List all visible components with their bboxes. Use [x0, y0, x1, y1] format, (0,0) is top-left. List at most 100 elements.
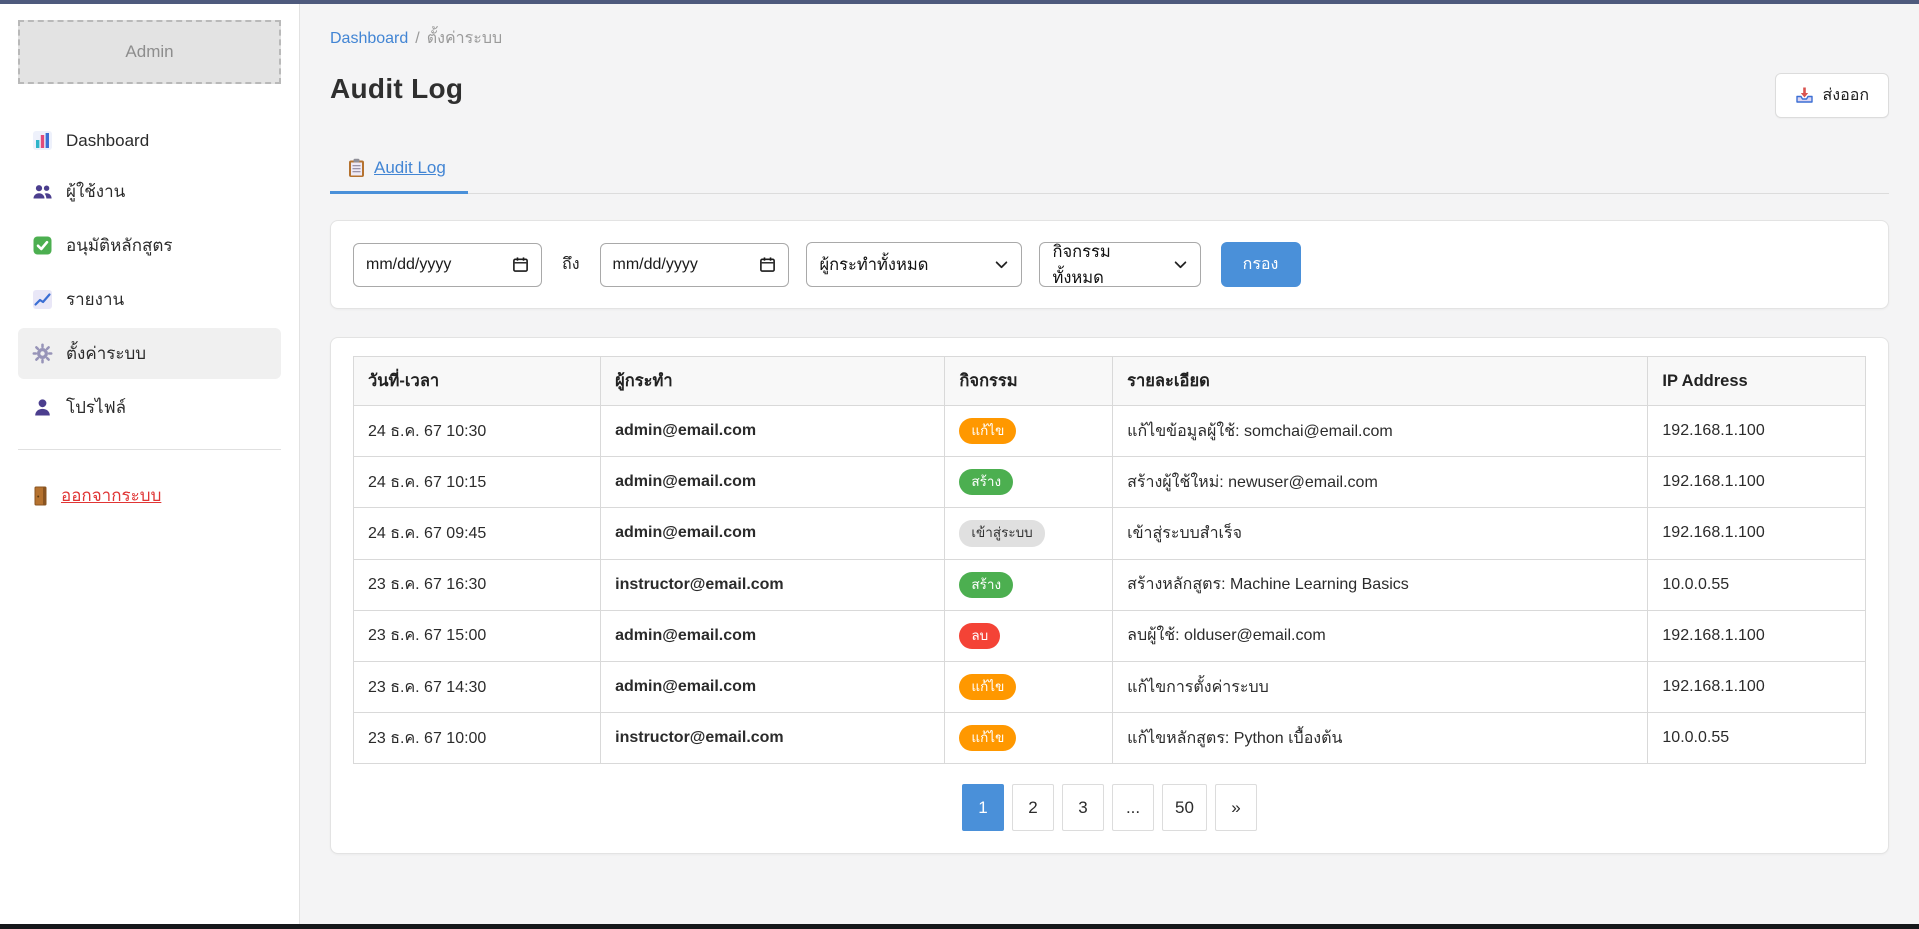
- cell-datetime: 24 ธ.ค. 67 10:15: [352, 456, 602, 509]
- main-content: Dashboard / ตั้งค่าระบบ Audit Log ส่งออก A…: [300, 0, 1919, 929]
- table-row: 23 ธ.ค. 67 10:00 instructor@email.com แก…: [352, 712, 1866, 765]
- cell-action: แก้ไข: [944, 404, 1114, 458]
- cell-details: แก้ไขข้อมูลผู้ใช้: somchai@email.com: [1112, 404, 1649, 458]
- users-icon: [32, 181, 53, 202]
- cell-ip: 192.168.1.100: [1647, 660, 1866, 714]
- cell-datetime: 23 ธ.ค. 67 16:30: [352, 558, 602, 611]
- logout-link[interactable]: ออกจากระบบ: [18, 476, 281, 515]
- cell-datetime: 23 ธ.ค. 67 15:00: [352, 609, 602, 662]
- tab-label: Audit Log: [374, 158, 446, 177]
- action-badge: สร้าง: [959, 469, 1014, 496]
- action-badge: สร้าง: [959, 571, 1014, 598]
- sidebar-item-system-settings[interactable]: ตั้งค่าระบบ: [18, 328, 281, 379]
- cell-action: สร้าง: [944, 456, 1114, 509]
- breadcrumb-separator: /: [415, 30, 420, 47]
- table-row: 23 ธ.ค. 67 16:30 instructor@email.com สร…: [352, 558, 1866, 611]
- page-next-button[interactable]: »: [1214, 784, 1257, 832]
- cell-actor: instructor@email.com: [600, 712, 946, 765]
- logout-label: ออกจากระบบ: [61, 486, 162, 505]
- filter-button[interactable]: กรอง: [1220, 242, 1301, 287]
- sidebar-item-dashboard[interactable]: Dashboard: [18, 118, 281, 163]
- table-row: 23 ธ.ค. 67 15:00 admin@email.com ลบ ลบผู…: [352, 609, 1866, 662]
- sidebar-item-label: โปรไฟล์: [66, 398, 127, 417]
- page-button-1[interactable]: 1: [962, 784, 1005, 832]
- export-label: ส่งออก: [1822, 87, 1869, 104]
- cell-ip: 192.168.1.100: [1647, 404, 1866, 458]
- settings-icon: [32, 343, 53, 364]
- logo-placeholder: Admin: [18, 20, 281, 84]
- cell-ip: 192.168.1.100: [1647, 456, 1866, 509]
- action-badge: แก้ไข: [959, 418, 1017, 445]
- calendar-icon: [512, 256, 529, 273]
- page-button-last[interactable]: 50: [1162, 784, 1207, 832]
- page-title: Audit Log: [330, 73, 464, 104]
- sidebar-divider: [18, 449, 281, 450]
- sidebar-nav: Dashboard ผู้ใช้งาน อนุมัติหลักสูตร รายง…: [18, 118, 281, 433]
- cell-actor: admin@email.com: [600, 660, 946, 714]
- actor-filter-select[interactable]: ผู้กระทำทั้งหมด: [805, 242, 1022, 287]
- table-header-row: วันที่-เวลา ผู้กระทำ กิจกรรม รายละเอียด …: [352, 356, 1866, 406]
- cell-details: สร้างผู้ใช้ใหม่: newuser@email.com: [1112, 456, 1649, 509]
- action-badge: เข้าสู่ระบบ: [959, 520, 1045, 547]
- top-accent-bar: [0, 0, 1919, 4]
- clipboard-icon: [348, 158, 365, 178]
- cell-action: แก้ไข: [944, 712, 1114, 765]
- date-from-input[interactable]: mm/dd/yyyy: [353, 242, 542, 287]
- date-to-input[interactable]: mm/dd/yyyy: [599, 242, 789, 287]
- cell-actor: instructor@email.com: [600, 558, 946, 611]
- actor-filter-value: ผู้กระทำทั้งหมด: [819, 255, 929, 274]
- sidebar-item-label: ตั้งค่าระบบ: [66, 344, 147, 363]
- cell-datetime: 23 ธ.ค. 67 10:00: [352, 712, 602, 765]
- bottom-accent-bar: [0, 924, 1919, 929]
- header-ip: IP Address: [1647, 356, 1866, 406]
- page-header: Audit Log ส่งออก: [330, 73, 1889, 118]
- table-row: 23 ธ.ค. 67 14:30 admin@email.com แก้ไข แ…: [352, 660, 1866, 714]
- header-details: รายละเอียด: [1112, 356, 1649, 406]
- chevron-down-icon: [995, 260, 1008, 269]
- date-from-placeholder: mm/dd/yyyy: [366, 255, 452, 273]
- cell-details: เข้าสู่ระบบสำเร็จ: [1112, 507, 1649, 560]
- date-to-placeholder: mm/dd/yyyy: [612, 255, 698, 273]
- cell-datetime: 23 ธ.ค. 67 14:30: [352, 660, 602, 714]
- table-row: 24 ธ.ค. 67 10:30 admin@email.com แก้ไข แ…: [352, 404, 1866, 458]
- export-button[interactable]: ส่งออก: [1774, 73, 1889, 118]
- cell-action: แก้ไข: [944, 660, 1114, 714]
- date-range-to-label: ถึง: [562, 256, 580, 273]
- sidebar-item-users[interactable]: ผู้ใช้งาน: [18, 166, 281, 217]
- chevron-down-icon: [1174, 260, 1187, 269]
- page-button-3[interactable]: 3: [1062, 784, 1105, 832]
- cell-ip: 192.168.1.100: [1647, 507, 1866, 560]
- sidebar: Admin Dashboard ผู้ใช้งาน อนุมัติหลักสูต…: [0, 0, 300, 929]
- cell-ip: 10.0.0.55: [1647, 558, 1866, 611]
- action-badge: ลบ: [959, 622, 1001, 649]
- audit-log-card: วันที่-เวลา ผู้กระทำ กิจกรรม รายละเอียด …: [330, 337, 1889, 855]
- breadcrumb-dashboard-link[interactable]: Dashboard: [330, 30, 409, 47]
- cell-ip: 10.0.0.55: [1647, 712, 1866, 765]
- tab-bar: Audit Log: [330, 150, 1889, 194]
- sidebar-item-approve-courses[interactable]: อนุมัติหลักสูตร: [18, 220, 281, 271]
- sidebar-item-profile[interactable]: โปรไฟล์: [18, 382, 281, 433]
- cell-details: ลบผู้ใช้: olduser@email.com: [1112, 609, 1649, 662]
- table-row: 24 ธ.ค. 67 10:15 admin@email.com สร้าง ส…: [352, 456, 1866, 509]
- page-ellipsis: ...: [1112, 784, 1155, 832]
- page-button-2[interactable]: 2: [1012, 784, 1055, 832]
- cell-action: เข้าสู่ระบบ: [944, 507, 1114, 560]
- activity-filter-select[interactable]: กิจกรรมทั้งหมด: [1038, 242, 1201, 287]
- action-badge: แก้ไข: [959, 725, 1017, 752]
- sidebar-item-label: Dashboard: [66, 130, 150, 150]
- breadcrumb-current: ตั้งค่าระบบ: [426, 30, 503, 47]
- cell-datetime: 24 ธ.ค. 67 10:30: [352, 404, 602, 458]
- sidebar-item-label: ผู้ใช้งาน: [66, 182, 126, 201]
- header-datetime: วันที่-เวลา: [352, 356, 602, 406]
- reports-icon: [32, 289, 53, 310]
- tab-audit-log[interactable]: Audit Log: [330, 150, 468, 194]
- cell-actor: admin@email.com: [600, 609, 946, 662]
- dashboard-icon: [32, 130, 53, 151]
- breadcrumb: Dashboard / ตั้งค่าระบบ: [330, 26, 1889, 51]
- sidebar-item-reports[interactable]: รายงาน: [18, 274, 281, 325]
- profile-icon: [32, 397, 53, 418]
- activity-filter-value: กิจกรรมทั้งหมด: [1052, 242, 1111, 287]
- cell-details: แก้ไขการตั้งค่าระบบ: [1112, 660, 1649, 714]
- filter-bar: mm/dd/yyyy ถึง mm/dd/yyyy ผู้กระทำทั้งหม…: [330, 220, 1889, 309]
